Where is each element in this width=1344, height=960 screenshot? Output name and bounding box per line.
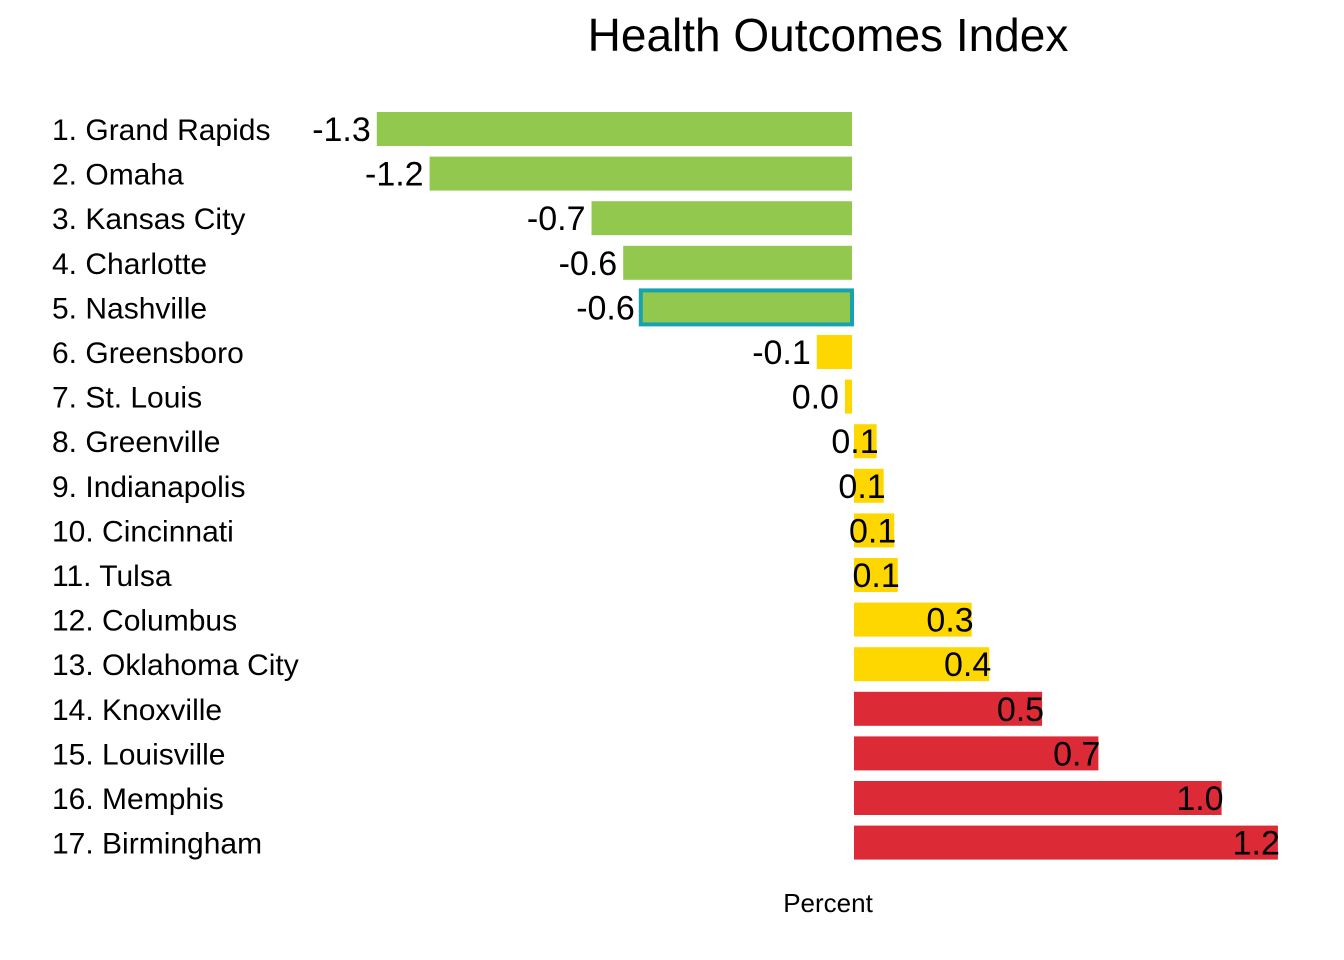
value-label: -0.6	[576, 289, 635, 327]
bar	[854, 781, 1222, 815]
bar	[854, 647, 990, 682]
value-label: 0.3	[926, 602, 973, 640]
value-label: 0.1	[852, 557, 899, 595]
value-label: -0.6	[559, 245, 618, 283]
bar	[854, 468, 884, 503]
category-label: 8. Greenville	[52, 426, 220, 459]
category-label: 16. Memphis	[52, 783, 224, 816]
value-label: 0.1	[849, 512, 896, 550]
x-axis-label: Percent	[783, 888, 873, 918]
category-label: 6. Greensboro	[52, 337, 244, 370]
value-label: 0.1	[831, 423, 878, 461]
category-label: 15. Louisville	[52, 738, 225, 771]
category-label: 2. Omaha	[52, 159, 184, 192]
category-label: 1. Grand Rapids	[52, 114, 270, 147]
value-label: -0.1	[752, 334, 811, 372]
value-label: 0.4	[944, 646, 991, 684]
chart-title: Health Outcomes Index	[588, 9, 1069, 61]
value-labels-group: -1.3 -1.2 -0.7 -0.6 -0.6 -0.1 0.0 0.1 0.1 0.1 0.1 0…	[312, 111, 1280, 863]
bar	[854, 513, 895, 548]
value-label: 0.1	[838, 468, 885, 506]
bar	[429, 156, 852, 191]
value-label: 1.2	[1233, 825, 1280, 863]
category-label: 9. Indianapolis	[52, 471, 245, 504]
category-label: 17. Birmingham	[52, 828, 262, 861]
category-label: 5. Nashville	[52, 292, 207, 325]
bars-group	[376, 112, 1278, 860]
bar	[623, 245, 852, 280]
value-label: -0.7	[527, 200, 586, 238]
bar	[638, 288, 854, 327]
bar	[816, 335, 852, 369]
bar	[844, 379, 852, 414]
bar	[854, 558, 898, 592]
bar	[854, 736, 1099, 771]
value-label: 0.0	[792, 379, 839, 417]
bar	[591, 201, 852, 236]
category-label: 10. Cincinnati	[52, 515, 234, 548]
category-label: 4. Charlotte	[52, 248, 207, 281]
category-label: 3. Kansas City	[52, 203, 245, 236]
value-label: 1.0	[1176, 780, 1223, 818]
category-labels-group: 1. Grand Rapids 2. Omaha 3. Kansas City 4. …	[52, 114, 299, 861]
category-label: 12. Columbus	[52, 605, 237, 638]
value-label: 0.5	[997, 691, 1044, 729]
bar	[854, 691, 1043, 726]
category-label: 14. Knoxville	[52, 694, 222, 727]
value-label: -1.3	[312, 111, 371, 149]
bar	[854, 424, 877, 459]
value-label: -1.2	[365, 156, 424, 194]
value-label: 0.7	[1053, 735, 1100, 773]
category-label: 7. St. Louis	[52, 382, 202, 415]
bar	[376, 112, 852, 146]
bar	[854, 602, 972, 637]
category-label: 11. Tulsa	[52, 560, 172, 593]
bar	[854, 825, 1278, 860]
category-label: 13. Oklahoma City	[52, 649, 299, 682]
